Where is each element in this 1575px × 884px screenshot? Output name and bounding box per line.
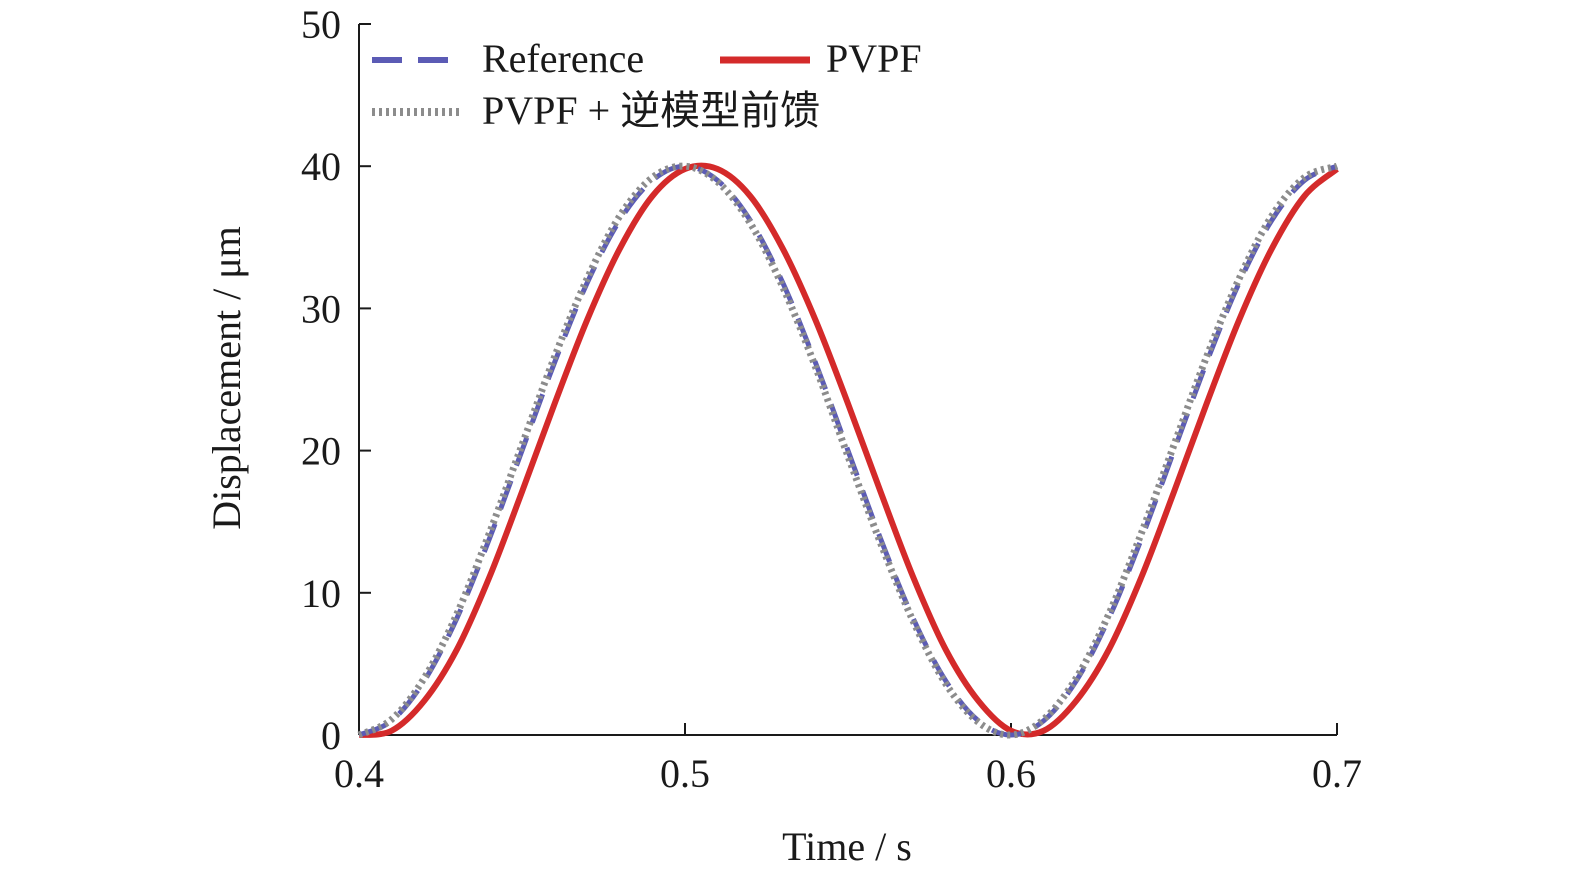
x-tick-label: 0.4 [334, 751, 384, 796]
axis-labels: Time / s Displacement / μm [204, 226, 912, 869]
x-tick-label: 0.5 [660, 751, 710, 796]
y-tick-label: 10 [301, 571, 341, 616]
x-axis-title: Time / s [782, 824, 912, 869]
y-tick-label: 30 [301, 286, 341, 331]
y-tick-label: 40 [301, 144, 341, 189]
legend-label-1: PVPF [826, 36, 922, 81]
legend-label-2: PVPF + 逆模型前馈 [482, 88, 820, 133]
y-tick-label: 50 [301, 2, 341, 47]
x-tick-label: 0.6 [986, 751, 1036, 796]
series-lines [357, 162, 1339, 739]
x-tick-label: 0.7 [1312, 751, 1362, 796]
legend-label-0: Reference [482, 36, 644, 81]
y-axis-title: Displacement / μm [204, 226, 249, 530]
axes: 0.4 0.5 0.6 0.7 0 10 20 30 40 50 [301, 2, 1362, 796]
y-tick-label: 20 [301, 429, 341, 474]
series-line-1 [358, 162, 1339, 738]
y-tick-label: 0 [321, 713, 341, 758]
